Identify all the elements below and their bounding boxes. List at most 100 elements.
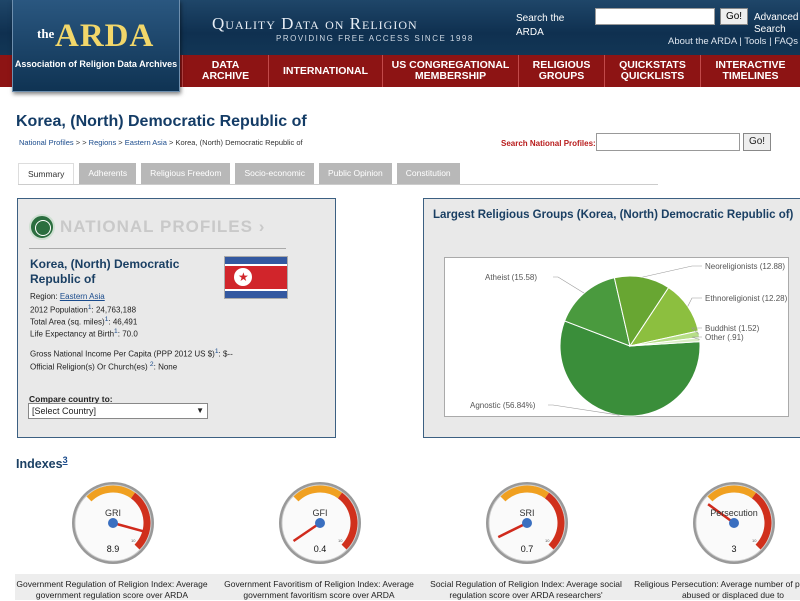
pie-slice-atheist[interactable] xyxy=(564,277,631,347)
gauge-abbr: GRI xyxy=(104,508,121,518)
logo-subtitle: Association of Religion Data Archives xyxy=(14,59,178,69)
select-value: [Select Country] xyxy=(32,406,97,416)
national-profiles-heading: NATIONAL PROFILES › xyxy=(60,217,265,237)
life-label: Life Expectancy at Birth xyxy=(30,329,115,339)
gauge-max-label: 10 xyxy=(338,538,343,543)
official-line: Official Religion(s) Or Church(es) 2: No… xyxy=(30,361,178,372)
gauge-gri[interactable] xyxy=(69,482,157,564)
gauge-abbr: GFI xyxy=(312,508,328,518)
tagline: Quality Data on Religion xyxy=(212,14,418,33)
indexes-title: Indexes xyxy=(16,457,63,472)
nav-label: Data Archive xyxy=(201,59,250,82)
compare-label: Compare country to: xyxy=(29,394,113,404)
pie-chart-box: Agnostic (56.84%) Atheist (15.58) Neorelig… xyxy=(444,257,789,417)
search-profiles-go-button[interactable]: Go! xyxy=(743,133,771,151)
advanced-search-link[interactable]: Advanced Search xyxy=(754,12,800,36)
tab-constitution[interactable]: Constitution xyxy=(396,163,460,184)
region-link[interactable]: Eastern Asia xyxy=(59,292,105,301)
breadcrumb-national-profiles[interactable]: National Profiles xyxy=(19,138,74,147)
gni-label: Gross National Income Per Capita (PPP 20… xyxy=(30,349,215,359)
tab-adherents[interactable]: Adherents xyxy=(79,163,137,184)
compare-country-select[interactable]: [Select Country] ▼ xyxy=(28,403,208,419)
footnote-link[interactable]: 3 xyxy=(62,455,68,465)
profile-panel: NATIONAL PROFILES › Korea, (North) Democ… xyxy=(17,198,336,438)
nav-us-membership[interactable]: US Congregational Membership xyxy=(382,55,518,87)
footnote-link[interactable]: 2 xyxy=(149,361,154,368)
page-title: Korea, (North) Democratic Republic of xyxy=(16,113,307,130)
pie-chart: Agnostic (56.84%) Atheist (15.58) Neorelig… xyxy=(470,262,788,417)
gauge-abbr: Persecution xyxy=(710,508,758,518)
gauge-max-label: 10 xyxy=(752,538,757,543)
breadcrumb-sep: > xyxy=(168,138,174,147)
gauge-caption: Religious Persecution: Average number of… xyxy=(634,579,800,600)
tagline-sub: PROVIDING FREE ACCESS SINCE 1998 xyxy=(276,34,474,43)
gauge-value: 0.7 xyxy=(520,544,534,554)
breadcrumb-sep: > xyxy=(75,138,81,147)
footnote-link[interactable]: 1 xyxy=(104,316,109,323)
search-profiles-input[interactable] xyxy=(596,133,740,151)
life-value: 70.0 xyxy=(122,329,138,339)
official-value: None xyxy=(158,362,178,372)
pie-leader-line xyxy=(687,297,702,307)
nav-label: US Congregational Membership xyxy=(391,59,510,82)
gauge-caption: Social Regulation of Religion Index: Ave… xyxy=(430,579,622,600)
gni-value: $-- xyxy=(222,349,233,359)
profile-heading: NATIONAL PROFILES › xyxy=(29,214,286,249)
gauge-sri[interactable] xyxy=(483,482,571,564)
nav-quickstats[interactable]: QuickStats QuickLists xyxy=(604,55,700,87)
advanced-search-label[interactable]: Advanced Search xyxy=(754,12,799,35)
logo-arda: ARDA xyxy=(55,18,155,54)
header-search-input[interactable] xyxy=(595,8,715,25)
header-go-button[interactable]: Go! xyxy=(720,8,748,25)
nav-label: Religious Groups xyxy=(532,59,591,82)
about-link[interactable]: About the ARDA xyxy=(668,36,737,47)
gauge-max-label: 10 xyxy=(545,538,550,543)
gauge-value: 8.9 xyxy=(106,544,120,554)
population-label: 2012 Population xyxy=(30,305,88,315)
footnote-link[interactable]: 1 xyxy=(214,348,219,355)
tab-socio-economic[interactable]: Socio-economic xyxy=(235,163,314,184)
globe-icon xyxy=(29,214,55,240)
gauge-caption: Government Regulation of Religion Index:… xyxy=(16,579,208,600)
tab-religious-freedom[interactable]: Religious Freedom xyxy=(141,163,231,184)
population-value: 24,763,188 xyxy=(95,305,137,315)
country-name: Korea, (North) Democratic Republic of xyxy=(30,257,180,286)
area-value: 46,491 xyxy=(112,317,138,327)
area-line: Total Area (sq. miles)1: 46,491 xyxy=(30,316,138,327)
pie-label-other: Other (.91) xyxy=(705,333,744,342)
breadcrumb-regions[interactable]: Regions xyxy=(88,138,117,147)
breadcrumb-sep: > xyxy=(118,138,123,147)
pie-leader-line xyxy=(548,404,620,416)
pie-slice-other[interactable] xyxy=(629,337,701,347)
life-line: Life Expectancy at Birth1: 70.0 xyxy=(30,328,138,339)
nav-international[interactable]: International xyxy=(268,55,382,87)
header-search-label: Search the ARDA xyxy=(516,13,565,38)
nav-data-archive[interactable]: Data Archive xyxy=(182,55,268,87)
pie-slice-agnostic[interactable] xyxy=(559,320,701,417)
region-line: Region: Eastern Asia xyxy=(30,292,105,301)
nav-religious-groups[interactable]: Religious Groups xyxy=(518,55,604,87)
footnote-link[interactable]: 1 xyxy=(114,328,118,335)
tools-link[interactable]: Tools xyxy=(744,36,767,47)
area-label: Total Area (sq. miles) xyxy=(30,317,105,327)
gauge-gfi[interactable] xyxy=(276,482,364,564)
tab-public-opinion[interactable]: Public Opinion xyxy=(318,163,392,184)
breadcrumb-eastern-asia[interactable]: Eastern Asia xyxy=(124,138,167,147)
indexes-heading: Indexes3 xyxy=(16,455,68,471)
chart-panel: Largest Religious Groups (Korea, (North)… xyxy=(423,198,800,438)
breadcrumb-sep: > xyxy=(82,138,87,147)
arda-logo[interactable]: the ARDA Association of Religion Data Ar… xyxy=(12,0,180,92)
gni-line: Gross National Income Per Capita (PPP 20… xyxy=(30,348,233,359)
pie-slice-neoreligionists[interactable] xyxy=(613,275,670,348)
pie-leader-line xyxy=(691,336,702,340)
footnote-link[interactable]: 1 xyxy=(87,304,92,311)
tab-summary[interactable]: Summary xyxy=(18,163,75,184)
pie-label-agnostic: Agnostic (56.84%) xyxy=(470,401,536,410)
logo-the: the xyxy=(37,26,55,41)
faqs-link[interactable]: FAQs xyxy=(774,36,798,47)
pie-label-ethnoreligionist: Ethnoreligionist (12.28) xyxy=(705,294,788,303)
chart-title: Largest Religious Groups (Korea, (North)… xyxy=(433,209,794,221)
gauge-persecution[interactable] xyxy=(690,482,778,564)
pie-label-buddhist: Buddhist (1.52) xyxy=(705,324,760,333)
nav-timelines[interactable]: Interactive Timelines xyxy=(700,55,800,87)
